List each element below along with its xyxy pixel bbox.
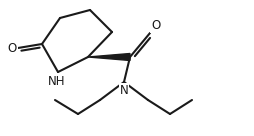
Text: O: O — [8, 41, 17, 55]
Text: NH: NH — [48, 75, 66, 88]
Text: N: N — [120, 84, 128, 97]
Polygon shape — [88, 53, 130, 61]
Text: O: O — [151, 19, 160, 32]
